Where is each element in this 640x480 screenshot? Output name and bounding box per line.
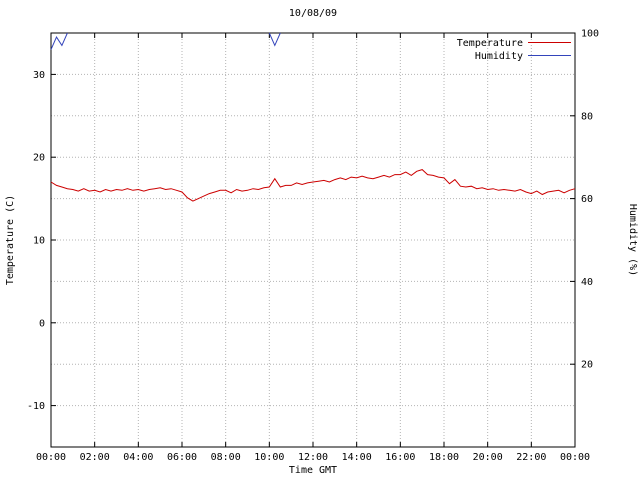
plot-area: 00:00 02:00 04:00 06:00 08:00 10:00 12:00 14:00… xyxy=(27,29,599,464)
x-tick-label: 00:00 xyxy=(36,452,66,463)
x-tick-label: 12:00 xyxy=(298,452,328,463)
legend-label-humidity: Humidity xyxy=(475,51,523,62)
left-y-tick-label: 10 xyxy=(33,236,45,247)
x-tick-label: 04:00 xyxy=(123,452,153,463)
right-y-tick-label: 20 xyxy=(581,360,593,371)
x-tick-label: 14:00 xyxy=(342,452,372,463)
chart-title: 10/08/09 xyxy=(289,8,337,19)
right-y-tick-label: 100 xyxy=(581,29,599,40)
x-tick-label: 18:00 xyxy=(429,452,459,463)
left-y-tick-label: 0 xyxy=(39,318,45,329)
right-y-axis-label: Humidity (%) xyxy=(627,204,638,276)
x-axis-label: Time GMT xyxy=(289,465,337,476)
x-tick-label: 10:00 xyxy=(254,452,284,463)
left-y-tick-label: 20 xyxy=(33,153,45,164)
x-tick-label: 06:00 xyxy=(167,452,197,463)
x-tick-label: 02:00 xyxy=(80,452,110,463)
right-y-tick-label: 60 xyxy=(581,194,593,205)
left-y-tick-label: 30 xyxy=(33,70,45,81)
right-y-tick-label: 40 xyxy=(581,277,593,288)
x-tick-label: 16:00 xyxy=(385,452,415,463)
left-y-tick-label: -10 xyxy=(27,401,45,412)
legend-label-temperature: Temperature xyxy=(457,38,523,49)
right-y-tick-label: 80 xyxy=(581,111,593,122)
x-tick-label: 22:00 xyxy=(516,452,546,463)
x-tick-label: 20:00 xyxy=(473,452,503,463)
x-tick-label: 00:00 xyxy=(560,452,590,463)
x-tick-label: 08:00 xyxy=(211,452,241,463)
humidity-series xyxy=(50,32,281,50)
temperature-series xyxy=(50,169,576,202)
left-y-axis-label: Temperature (C) xyxy=(5,195,16,285)
